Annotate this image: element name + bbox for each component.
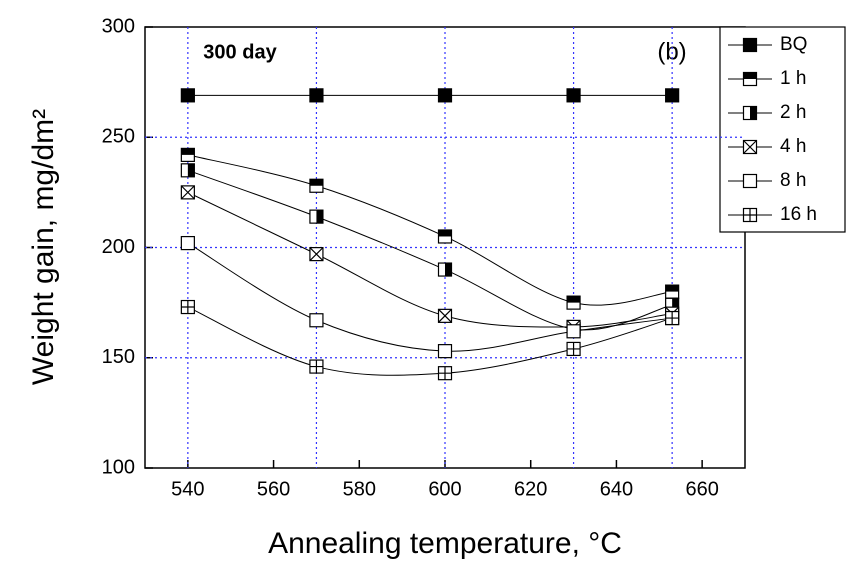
marker-box (437, 88, 453, 103)
legend-label: 1 h (780, 68, 806, 89)
marker (180, 88, 195, 103)
marker (437, 229, 453, 244)
marker-box (309, 313, 324, 328)
marker (437, 308, 453, 323)
marker-box (180, 235, 195, 251)
marker-fill (743, 72, 757, 79)
marker (437, 344, 453, 359)
marker (566, 88, 581, 103)
x-tick-label: 640 (600, 478, 633, 500)
marker (309, 209, 324, 224)
marker (309, 88, 324, 103)
marker-fill (445, 263, 452, 277)
marker (566, 295, 581, 310)
marker (742, 37, 758, 53)
marker (742, 207, 758, 223)
marker (742, 139, 758, 155)
legend-box (719, 26, 846, 233)
legend-label: 8 h (780, 170, 806, 191)
marker-fill (438, 229, 452, 237)
marker-fill (438, 366, 452, 380)
marker-box (180, 88, 195, 103)
marker (742, 105, 758, 121)
marker (437, 366, 453, 381)
marker-fill (309, 179, 323, 186)
series-line (187, 191, 673, 328)
marker-box (742, 173, 758, 189)
y-tick-label: 100 (102, 456, 135, 478)
y-tick-label: 150 (102, 346, 135, 368)
marker-fill (438, 308, 452, 323)
marker-fill (187, 163, 195, 177)
marker (309, 313, 324, 328)
marker-fill (672, 298, 679, 312)
marker (742, 71, 758, 87)
marker-fill (180, 185, 195, 200)
marker (180, 163, 195, 178)
y-axis-title: Weight gain, mg/dm² (27, 109, 60, 385)
marker-fill (743, 208, 757, 222)
marker (665, 88, 680, 103)
series-line (187, 169, 673, 331)
marker-box (437, 344, 453, 359)
marker (309, 178, 324, 193)
series-line (187, 154, 673, 306)
marker (309, 247, 324, 262)
x-tick-label: 660 (685, 478, 718, 500)
legend-label: 16 h (780, 204, 817, 225)
x-tick-label: 580 (343, 478, 376, 500)
marker (180, 147, 195, 162)
y-tick-label: 250 (102, 126, 135, 148)
marker-fill (750, 106, 757, 120)
series-line (187, 242, 673, 352)
marker-fill (181, 148, 195, 155)
marker (180, 185, 195, 200)
legend-label: 2 h (780, 102, 806, 123)
marker (665, 284, 680, 299)
marker-box (309, 88, 324, 103)
x-tick-label: 620 (514, 478, 547, 500)
marker (309, 359, 324, 374)
y-tick-label: 300 (102, 15, 135, 37)
marker (742, 173, 758, 189)
marker-fill (181, 300, 195, 314)
marker-fill (665, 285, 679, 292)
marker-fill (567, 342, 581, 356)
x-axis-title: Annealing temperature, °C (268, 527, 622, 560)
x-tick-label: 540 (171, 478, 204, 500)
marker-fill (665, 311, 679, 325)
marker (566, 341, 581, 357)
marker (665, 310, 680, 326)
legend-label: 4 h (780, 136, 806, 157)
marker (437, 262, 453, 277)
x-tick-label: 560 (257, 478, 290, 500)
marker-box (566, 324, 581, 339)
marker (180, 299, 195, 315)
marker-fill (309, 360, 323, 374)
series-line (187, 306, 673, 376)
marker-box (742, 37, 758, 53)
x-tick-label: 600 (428, 478, 461, 500)
marker (566, 324, 581, 339)
legend-label: BQ (780, 34, 807, 55)
marker-fill (743, 140, 757, 154)
marker-box (665, 88, 680, 103)
marker-fill (316, 210, 323, 224)
annotation: 300 day (203, 41, 277, 63)
marker-box (566, 88, 581, 103)
marker (437, 88, 453, 103)
marker-fill (309, 247, 324, 262)
y-tick-label: 200 (102, 236, 135, 258)
marker (180, 235, 195, 251)
marker-fill (567, 296, 581, 303)
